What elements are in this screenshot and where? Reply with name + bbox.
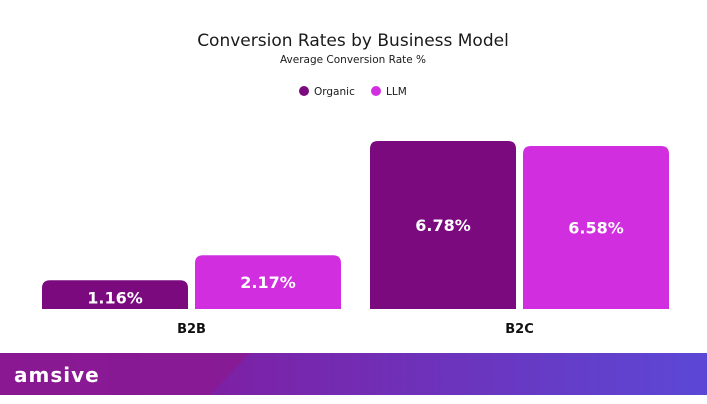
- bar-label-b2b-llm: 2.17%: [240, 273, 296, 292]
- bar-b2b-llm: [195, 255, 341, 309]
- footer-banner: amsive: [0, 353, 707, 395]
- bar-b2c-organic: [370, 141, 516, 309]
- legend-label-organic: Organic: [314, 86, 355, 98]
- legend-label-llm: LLM: [386, 86, 407, 98]
- bar-b2c-llm: [523, 145, 669, 309]
- amsive-logo-icon: amsive: [14, 363, 100, 387]
- bar-label-b2c-llm: 6.58%: [568, 218, 624, 237]
- footer-accent: [0, 353, 250, 395]
- chart-title: Conversion Rates by Business Model: [197, 31, 509, 51]
- bar-label-b2c-organic: 6.78%: [415, 216, 471, 235]
- bar-b2b-organic: [42, 280, 188, 309]
- legend: Organic LLM: [299, 86, 407, 98]
- bar-label-b2b-organic: 1.16%: [87, 289, 143, 308]
- legend-swatch-llm: [371, 86, 381, 96]
- category-labels-group: B2B B2C: [177, 322, 534, 337]
- category-label-b2c: B2C: [505, 322, 534, 337]
- bars-group: [42, 141, 669, 309]
- category-label-b2b: B2B: [177, 322, 206, 337]
- legend-swatch-organic: [299, 86, 309, 96]
- bar-labels-group: 1.16% 2.17% 6.78% 6.58%: [87, 216, 624, 308]
- chart-subtitle: Average Conversion Rate %: [280, 54, 426, 66]
